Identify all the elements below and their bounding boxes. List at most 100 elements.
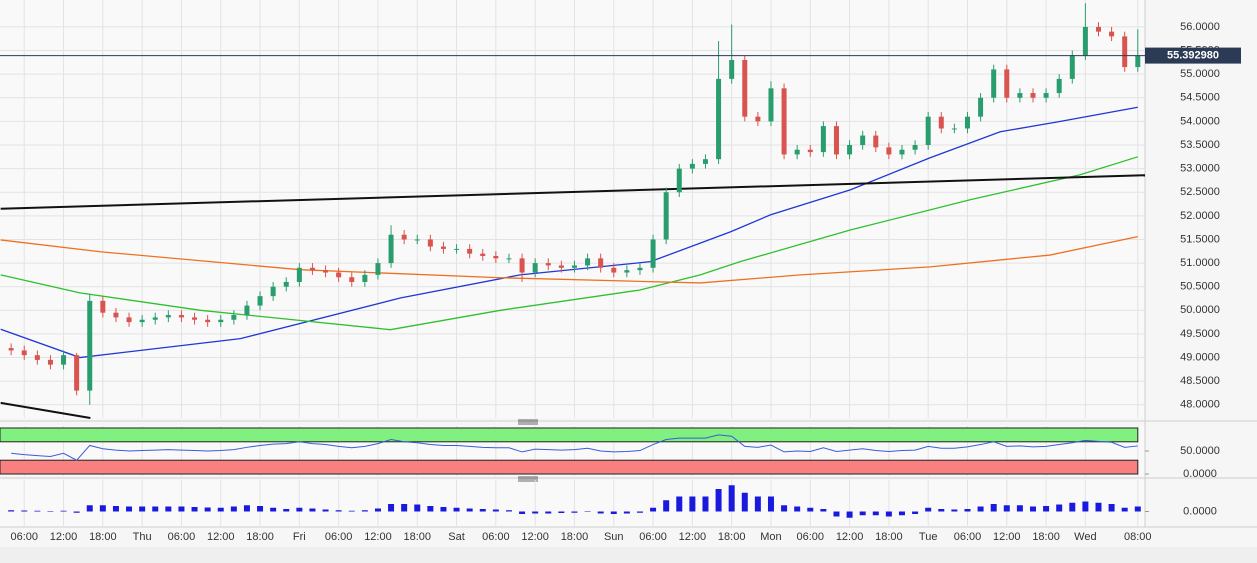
- histogram-bar: [754, 496, 761, 512]
- candle-body: [951, 128, 957, 130]
- candle-body: [87, 300, 93, 391]
- y-tick-label: 55.0000: [1180, 68, 1220, 80]
- histogram-bar: [322, 509, 329, 512]
- candle-body: [467, 248, 473, 254]
- histogram-plot-bg: [0, 480, 1145, 527]
- histogram-bar: [8, 510, 15, 512]
- x-tick-label: 06:00: [797, 531, 825, 543]
- histogram-bar: [479, 509, 486, 512]
- candle-body: [585, 258, 591, 266]
- candle-body: [637, 267, 643, 271]
- current-price-label: 55.392980: [1167, 49, 1219, 61]
- candle-body: [113, 312, 119, 318]
- histogram-bar: [938, 509, 945, 512]
- x-tick-label: 06:00: [954, 531, 982, 543]
- histogram-bar: [388, 504, 395, 512]
- candle-body: [611, 267, 617, 273]
- candle-body: [925, 116, 931, 146]
- candle-body: [309, 267, 315, 271]
- candle-body: [205, 319, 211, 323]
- histogram-bar: [335, 510, 342, 512]
- candle-body: [165, 315, 171, 318]
- candle-body: [283, 281, 289, 287]
- histogram-bar: [663, 500, 670, 512]
- histogram-bar: [374, 508, 381, 512]
- y-tick-label: 48.0000: [1180, 399, 1220, 411]
- histogram-bar: [584, 511, 591, 512]
- histogram-bar: [767, 496, 774, 512]
- histogram-bar: [898, 511, 905, 516]
- x-tick-label: 18:00: [1032, 531, 1060, 543]
- candle-body: [873, 135, 879, 148]
- candle-body: [886, 147, 892, 155]
- histogram-bar: [558, 511, 565, 513]
- y-tick-label: 49.0000: [1180, 351, 1220, 363]
- histogram-bar: [650, 507, 657, 512]
- candle-body: [991, 69, 997, 98]
- histogram-bar: [964, 509, 971, 512]
- indicator-line: [0, 174, 1146, 210]
- x-tick-label: Mon: [760, 531, 781, 543]
- band: [0, 459, 1139, 475]
- histogram-bar: [34, 510, 41, 512]
- candle-body: [899, 149, 905, 155]
- candle-body: [794, 149, 800, 155]
- candle-body: [978, 97, 984, 117]
- x-tick-label: 06:00: [325, 531, 353, 543]
- candle-body: [781, 88, 787, 155]
- candle-body: [807, 149, 813, 153]
- candle-body: [349, 277, 355, 282]
- histogram-bar: [152, 506, 159, 512]
- candle-body: [676, 168, 682, 193]
- y-tick-label: 54.0000: [1180, 115, 1220, 127]
- histogram-bar: [492, 509, 499, 512]
- x-tick-label: 12:00: [679, 531, 707, 543]
- candle-body: [598, 258, 604, 268]
- histogram-bar: [532, 511, 539, 514]
- histogram-bar: [361, 510, 368, 512]
- candle-body: [1017, 93, 1023, 98]
- candle-body: [820, 126, 826, 153]
- x-tick-label: 06:00: [168, 531, 196, 543]
- histogram-bar: [1082, 501, 1089, 512]
- histogram-bar: [702, 496, 709, 512]
- histogram-bar: [872, 511, 879, 516]
- y-tick-label: 53.5000: [1180, 139, 1220, 151]
- histogram-bar: [165, 506, 172, 512]
- histogram-bar: [191, 507, 198, 512]
- candle-body: [1056, 78, 1062, 94]
- candle-body: [506, 258, 512, 260]
- candle-body: [270, 286, 276, 297]
- histogram-bar: [112, 506, 119, 512]
- x-tick-label: 18:00: [403, 531, 431, 543]
- y-tick-label: 50.0000: [1180, 304, 1220, 316]
- band: [0, 427, 1139, 443]
- histogram-bar: [21, 510, 28, 512]
- y-tick-label: 50.5000: [1180, 281, 1220, 293]
- histogram-bar: [1134, 506, 1141, 512]
- x-tick-label: 12:00: [993, 531, 1021, 543]
- footer-strip: [0, 547, 1257, 563]
- histogram-bar: [597, 511, 604, 514]
- x-tick-label: 06:00: [10, 531, 38, 543]
- histogram-bar: [951, 509, 958, 512]
- histogram-bar: [126, 506, 133, 512]
- x-tick-label: Tue: [919, 531, 938, 543]
- candle-body: [192, 317, 198, 320]
- y-tick-label: 49.5000: [1180, 328, 1220, 340]
- histogram-bar: [610, 511, 617, 514]
- candle-body: [8, 348, 14, 351]
- resize-grip[interactable]: [518, 419, 538, 425]
- candle-body: [755, 116, 761, 122]
- x-tick-label: 18:00: [89, 531, 117, 543]
- histogram-bar: [414, 504, 421, 512]
- candle-body: [218, 319, 224, 323]
- candle-body: [414, 239, 420, 241]
- candle-body: [1122, 36, 1128, 68]
- y-tick-label: 56.0000: [1180, 21, 1220, 33]
- histogram-bar: [440, 507, 447, 512]
- candle-body: [558, 265, 564, 268]
- x-tick-label: Thu: [133, 531, 152, 543]
- candle-body: [571, 265, 577, 268]
- y-tick-label: 54.5000: [1180, 92, 1220, 104]
